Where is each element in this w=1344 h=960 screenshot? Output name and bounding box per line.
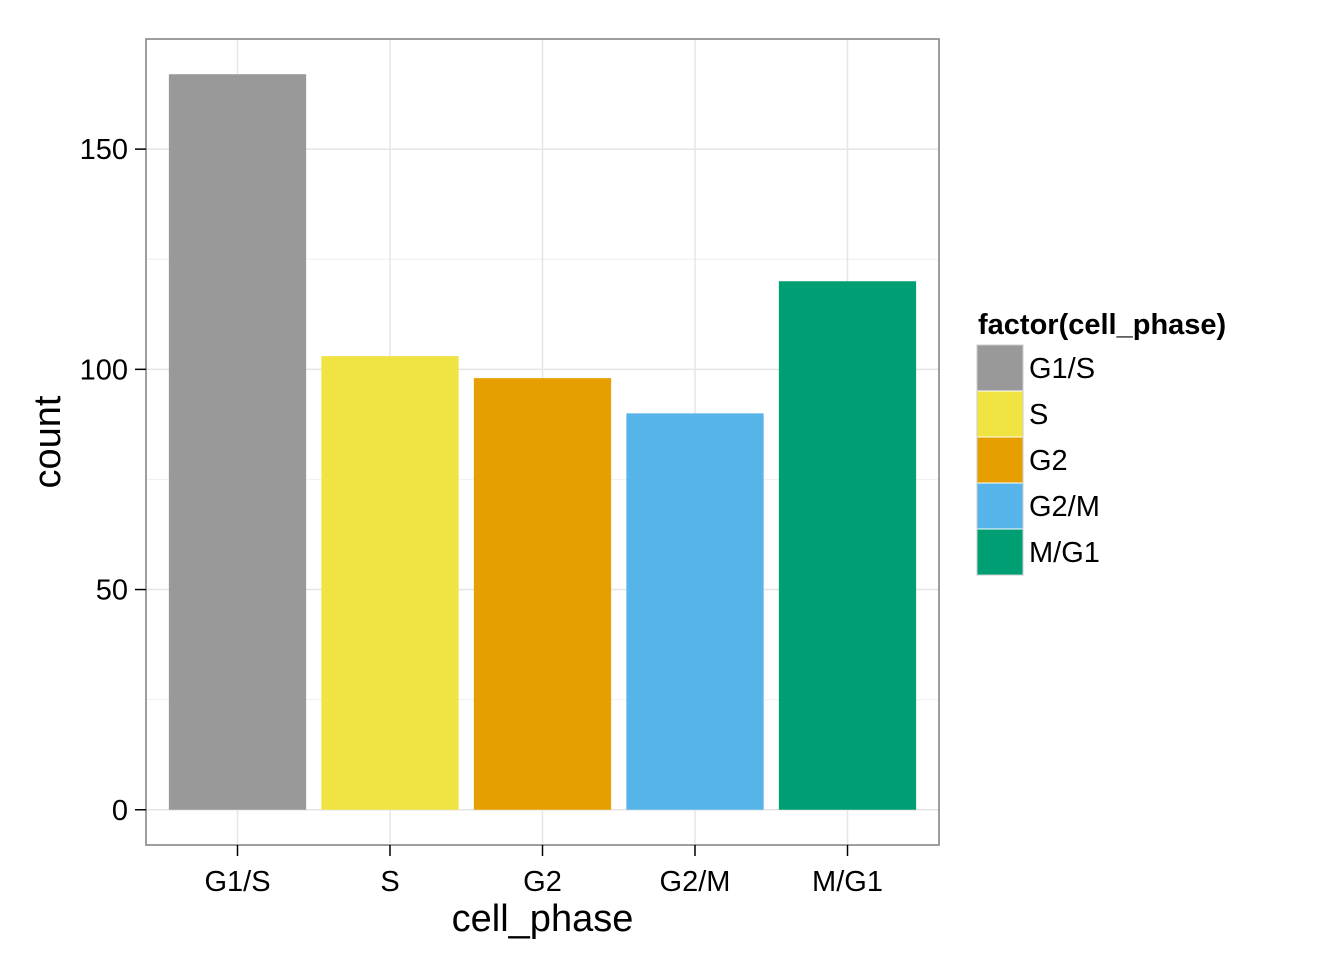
legend-key-g2-m xyxy=(976,482,1024,530)
y-tick-label: 50 xyxy=(96,575,128,607)
bar-g2-m xyxy=(626,413,764,810)
x-tick-label: M/G1 xyxy=(812,866,883,898)
legend-label: M/G1 xyxy=(1029,537,1100,569)
y-tick-label: 150 xyxy=(80,134,128,166)
bar-g2 xyxy=(473,378,612,810)
legend-key-g2 xyxy=(976,436,1024,484)
legend-key-m-g1 xyxy=(976,528,1024,576)
y-axis-title: count xyxy=(27,395,69,488)
legend-key-border xyxy=(976,344,1024,576)
legend-label: S xyxy=(1029,399,1048,431)
x-tick-label: G1/S xyxy=(204,866,270,898)
x-tick-label: G2/M xyxy=(660,866,731,898)
bar-m-g1 xyxy=(778,281,917,810)
legend-title: factor(cell_phase) xyxy=(978,309,1226,341)
y-axis: 0 50 100 150 xyxy=(80,134,146,827)
bar-s xyxy=(321,356,459,810)
legend-label: G2 xyxy=(1029,445,1068,477)
x-axis: G1/S S G2 G2/M M/G1 xyxy=(204,845,883,898)
legend-key-g1-s xyxy=(976,344,1024,392)
x-tick-label: S xyxy=(380,866,399,898)
legend-label: G1/S xyxy=(1029,353,1095,385)
y-tick-label: 0 xyxy=(112,795,128,827)
legend-key-s xyxy=(976,390,1024,438)
legend: factor(cell_phase) G1/S S G2 G2/M M/G1 xyxy=(976,309,1226,576)
x-tick-label: G2 xyxy=(523,866,562,898)
bar-g1-s xyxy=(168,74,307,810)
legend-label: G2/M xyxy=(1029,491,1100,523)
y-tick-label: 100 xyxy=(80,354,128,386)
bars xyxy=(168,74,917,810)
x-axis-title: cell_phase xyxy=(452,898,634,940)
legend-items: G1/S S G2 G2/M M/G1 xyxy=(976,344,1100,576)
